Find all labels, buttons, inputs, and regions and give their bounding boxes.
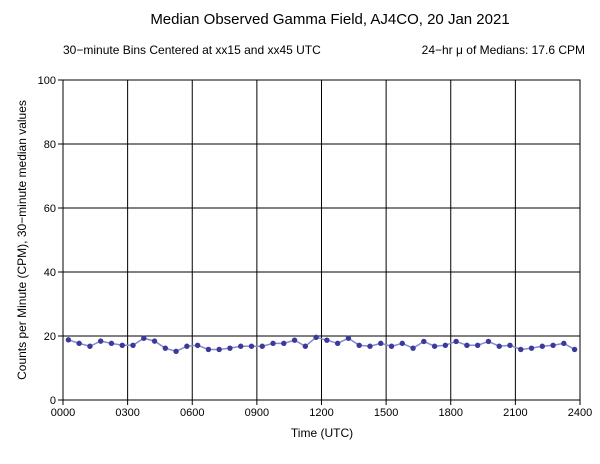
x-tick-label: 0000 — [51, 407, 75, 419]
data-point — [248, 343, 255, 349]
y-tick-label: 80 — [44, 139, 56, 151]
data-point — [431, 343, 438, 349]
data-point — [485, 338, 492, 345]
data-point — [281, 340, 287, 347]
y-tick-label: 20 — [44, 331, 56, 343]
chart-subtitle-left: 30−minute Bins Centered at xx15 and xx45… — [63, 43, 321, 57]
data-point — [367, 343, 373, 349]
data-point — [194, 342, 201, 348]
data-point — [291, 337, 298, 343]
data-point — [162, 345, 169, 351]
data-point — [453, 338, 459, 345]
data-point — [550, 342, 556, 348]
data-point — [442, 342, 449, 348]
data-point — [324, 337, 330, 343]
data-point — [496, 343, 502, 349]
data-point — [302, 343, 309, 349]
data-point — [119, 342, 125, 348]
x-tick-label: 0300 — [115, 407, 139, 419]
data-point — [334, 340, 341, 347]
data-point — [507, 342, 513, 348]
x-axis-label: Time (UTC) — [291, 426, 353, 440]
y-axis-label: Counts per Minute (CPM), 30−minute media… — [15, 100, 29, 380]
data-point — [561, 340, 567, 347]
data-point — [571, 346, 578, 353]
data-point — [216, 346, 222, 353]
data-point — [410, 345, 416, 351]
x-tick-label: 0900 — [245, 407, 269, 419]
data-point — [378, 340, 384, 347]
data-point — [227, 345, 233, 351]
data-point — [388, 343, 395, 349]
data-point — [130, 342, 136, 348]
data-point — [464, 342, 470, 348]
x-tick-label: 1200 — [309, 407, 333, 419]
data-point — [65, 337, 72, 343]
data-point — [173, 348, 179, 355]
data-point — [97, 338, 104, 344]
y-tick-label: 100 — [38, 75, 56, 87]
data-point — [259, 343, 265, 349]
data-point — [528, 345, 535, 351]
data-point — [539, 343, 546, 349]
data-point — [151, 338, 158, 344]
chart-title: Median Observed Gamma Field, AJ4CO, 20 J… — [150, 11, 509, 28]
data-point — [313, 334, 319, 340]
data-point — [345, 335, 352, 341]
data-point — [356, 342, 362, 348]
data-point — [270, 340, 276, 347]
data-point — [108, 340, 115, 347]
y-tick-label: 0 — [50, 395, 56, 407]
chart-subtitle-right: 24−hr μ of Medians: 17.6 CPM — [422, 43, 585, 57]
data-point — [141, 335, 147, 341]
x-tick-label: 1500 — [374, 407, 398, 419]
data-point — [518, 346, 524, 353]
data-point — [184, 343, 190, 349]
x-tick-label: 2100 — [503, 407, 527, 419]
data-point — [76, 340, 82, 347]
x-tick-label: 0600 — [180, 407, 204, 419]
data-point — [421, 338, 427, 345]
y-tick-label: 40 — [44, 267, 56, 279]
data-point — [474, 342, 481, 348]
x-tick-label: 2400 — [568, 407, 592, 419]
data-point — [238, 343, 244, 349]
data-point — [399, 340, 405, 347]
data-point — [87, 343, 93, 349]
x-tick-label: 1800 — [439, 407, 463, 419]
y-tick-label: 60 — [44, 203, 56, 215]
data-point — [205, 346, 212, 353]
